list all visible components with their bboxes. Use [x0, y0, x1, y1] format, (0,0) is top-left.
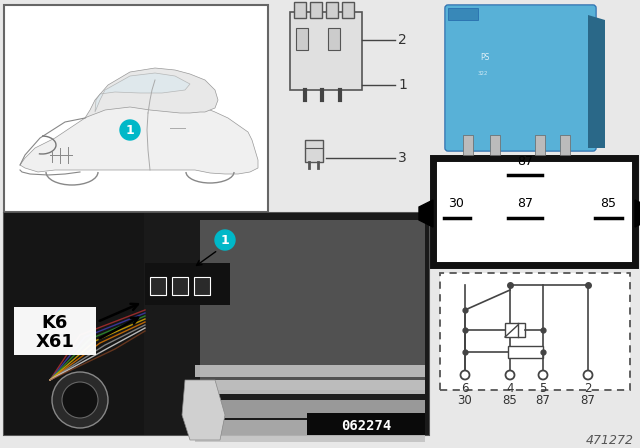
Polygon shape [419, 200, 433, 227]
Bar [4, 5, 268, 212]
Text: 3: 3 [398, 151, 407, 165]
Bar [200, 220, 425, 390]
Bar [4, 213, 144, 435]
Bar [294, 2, 306, 18]
Bar [195, 380, 425, 394]
Bar [535, 135, 545, 155]
Polygon shape [182, 380, 225, 440]
Text: 87: 87 [580, 394, 595, 407]
Bar [305, 140, 323, 162]
Text: 2: 2 [584, 382, 592, 395]
Text: 87: 87 [517, 155, 533, 168]
Bar [328, 28, 340, 50]
Bar [440, 273, 630, 390]
Circle shape [506, 370, 515, 379]
Bar [150, 277, 166, 295]
Bar [505, 323, 525, 337]
Bar [433, 158, 635, 265]
Text: 322: 322 [478, 71, 488, 76]
Circle shape [584, 370, 593, 379]
FancyBboxPatch shape [445, 5, 596, 151]
Text: 85: 85 [502, 394, 517, 407]
Bar [296, 28, 308, 50]
Polygon shape [588, 15, 605, 148]
Polygon shape [95, 73, 190, 112]
Text: 2: 2 [398, 33, 407, 47]
Text: 87: 87 [517, 197, 533, 210]
Bar [560, 135, 570, 155]
Bar [172, 277, 188, 295]
Bar [342, 2, 354, 18]
Text: K6: K6 [42, 314, 68, 332]
Polygon shape [85, 68, 218, 118]
Bar [448, 8, 478, 20]
Text: 062274: 062274 [341, 419, 391, 433]
Circle shape [461, 370, 470, 379]
Bar [463, 135, 473, 155]
Text: 4: 4 [506, 382, 514, 395]
Text: 1: 1 [125, 124, 134, 137]
Polygon shape [635, 200, 640, 227]
Bar [195, 420, 425, 442]
Text: 1: 1 [221, 233, 229, 246]
Bar [310, 2, 322, 18]
Bar [307, 413, 425, 435]
Circle shape [120, 120, 140, 140]
Circle shape [52, 372, 108, 428]
Text: 30: 30 [448, 197, 464, 210]
Bar [194, 277, 210, 295]
Text: 87: 87 [536, 394, 550, 407]
Polygon shape [20, 96, 258, 174]
Text: X61: X61 [36, 333, 74, 351]
Bar [326, 2, 338, 18]
Bar [4, 213, 429, 435]
FancyBboxPatch shape [445, 5, 596, 151]
Bar [145, 263, 230, 305]
Text: 6: 6 [461, 382, 468, 395]
Bar [290, 12, 362, 90]
Text: PS: PS [480, 53, 490, 62]
Bar [14, 307, 96, 355]
Bar [195, 365, 425, 377]
Text: 471272: 471272 [586, 434, 634, 447]
Bar [195, 400, 425, 418]
Text: 85: 85 [600, 197, 616, 210]
Text: 5: 5 [540, 382, 547, 395]
Bar [490, 135, 500, 155]
Circle shape [62, 382, 98, 418]
Text: 30: 30 [458, 394, 472, 407]
Circle shape [538, 370, 547, 379]
Bar [4, 213, 429, 435]
Circle shape [215, 230, 235, 250]
Text: 1: 1 [398, 78, 407, 92]
Bar [508, 346, 543, 358]
